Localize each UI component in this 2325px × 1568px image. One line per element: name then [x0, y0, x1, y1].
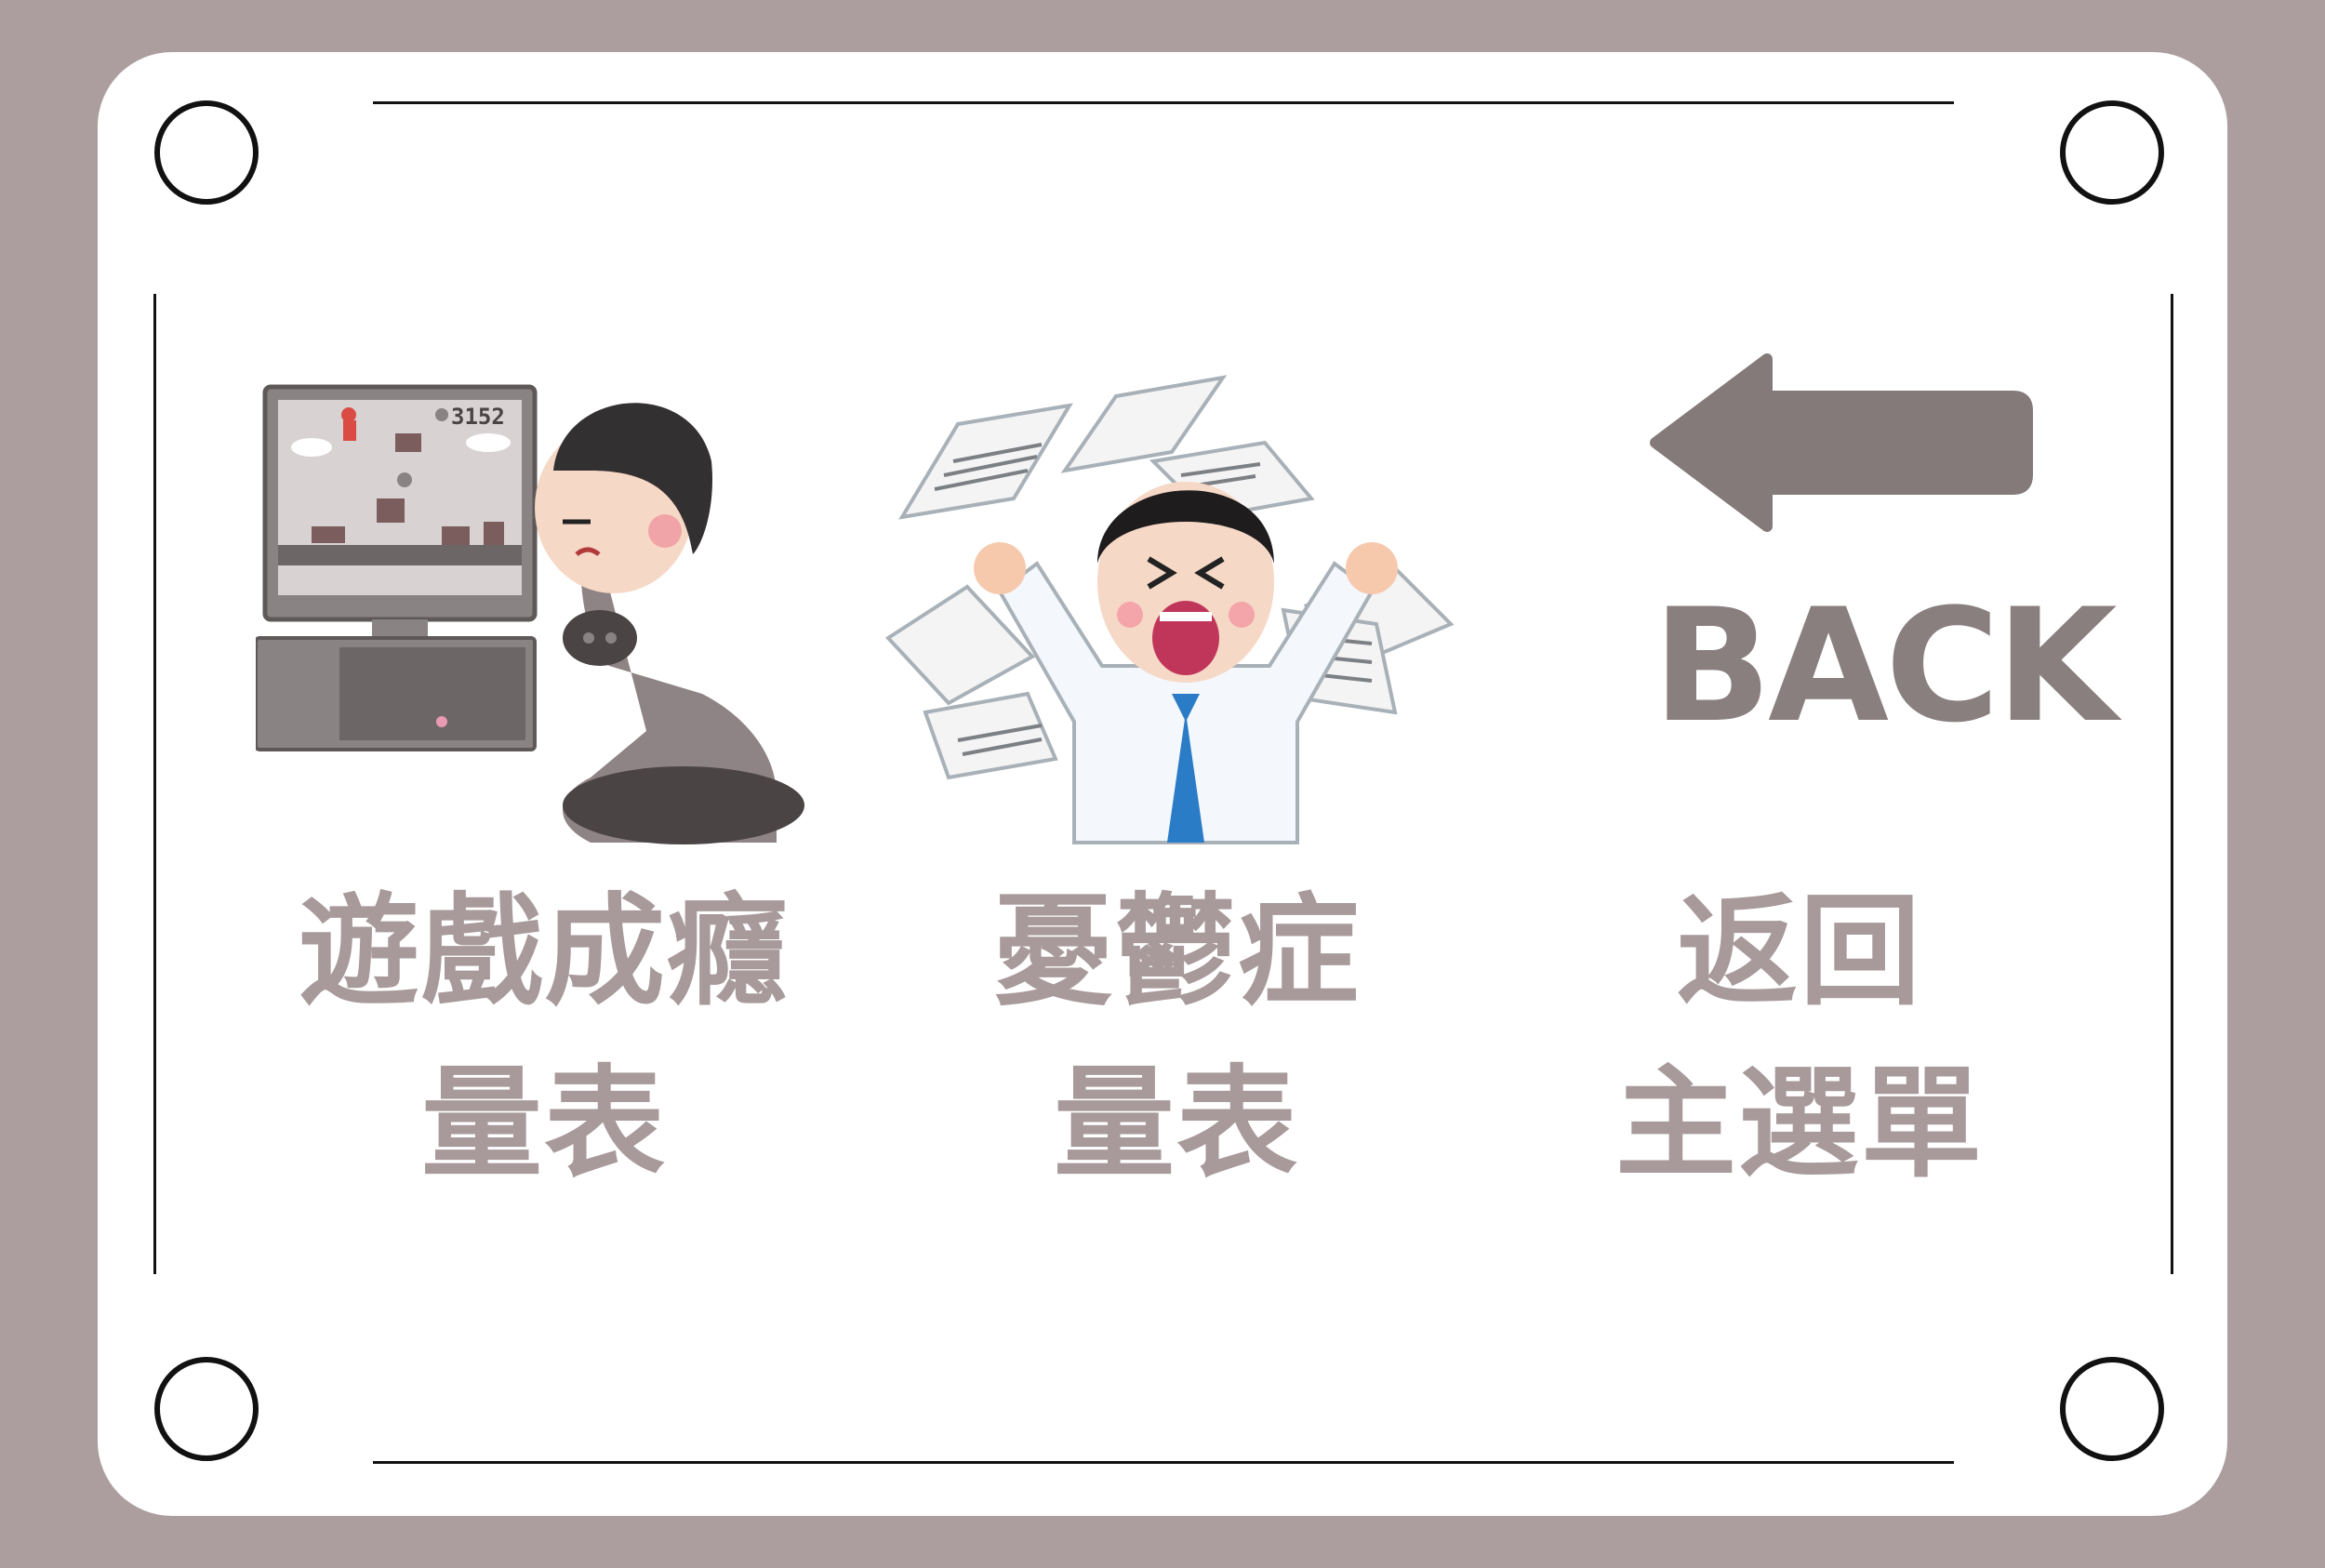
- corner-ring-bottom-right: [2060, 1357, 2164, 1461]
- back-to-main-menu-label: 返回 主選單: [1558, 866, 2041, 1210]
- corner-ring-top-right: [2060, 100, 2164, 205]
- back-to-main-menu-button[interactable]: BACK 返回 主選單: [1558, 350, 2118, 1242]
- stressed-worker-illustration: [884, 375, 1455, 844]
- corner-ring-top-left: [154, 100, 259, 205]
- depression-scale-label: 憂鬱症 量表: [870, 866, 1483, 1210]
- arrow-left-icon: [1650, 353, 2033, 532]
- depression-label-line2: 量表: [1053, 1053, 1299, 1194]
- frame-right-line: [2171, 294, 2173, 1274]
- frame-top-line: [373, 101, 1954, 104]
- game-addiction-label-line1: 遊戲成癮: [298, 881, 790, 1022]
- menu-card: 3152 遊戲成癮 量表: [98, 52, 2227, 1516]
- game-score-text: 3152: [451, 404, 505, 430]
- depression-scale-button[interactable]: 憂鬱症 量表: [870, 359, 1483, 1242]
- back-label-line2: 主選單: [1614, 1053, 1984, 1194]
- frame-left-line: [153, 294, 156, 1274]
- game-addiction-scale-label: 遊戲成癮 量表: [256, 866, 832, 1210]
- back-label-line1: 返回: [1676, 881, 1922, 1022]
- frame-bottom-line: [373, 1461, 1954, 1464]
- video-game-player-illustration: 3152: [256, 384, 804, 844]
- back-english-text: BACK: [1653, 575, 2118, 757]
- game-addiction-label-line2: 量表: [420, 1053, 667, 1194]
- game-addiction-scale-button[interactable]: 3152 遊戲成癮 量表: [256, 359, 832, 1242]
- depression-label-line1: 憂鬱症: [991, 881, 1361, 1022]
- corner-ring-bottom-left: [154, 1357, 259, 1461]
